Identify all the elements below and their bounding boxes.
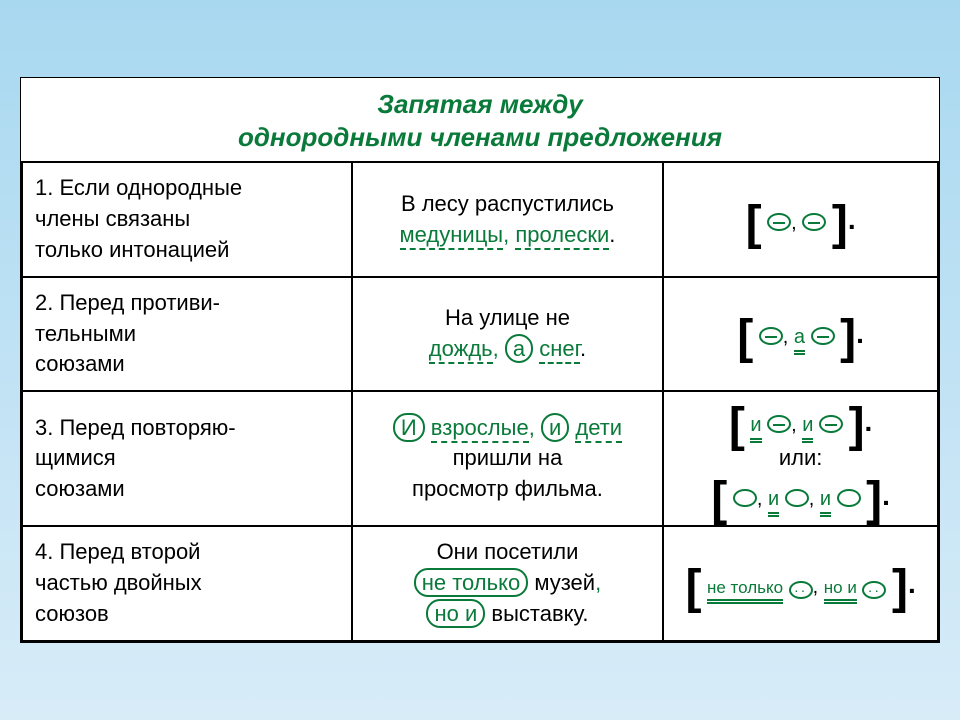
schema-cell: [ , ].	[663, 162, 938, 276]
ellipse-icon	[767, 415, 791, 433]
example-text: пришли на	[453, 445, 563, 470]
schema-cell: [ и , и ]. или: [ , и , и	[663, 391, 938, 526]
ellipse-icon	[837, 489, 861, 507]
example-underlined: дождь	[429, 336, 493, 364]
schema-conj: и	[750, 411, 761, 439]
example-circled: не только	[414, 568, 528, 597]
rule-text: 4. Перед второй	[35, 537, 339, 568]
schema-double: [ не только , но и ].	[676, 564, 925, 603]
example-circled: и	[541, 413, 569, 442]
schema-conj: и	[820, 485, 831, 513]
rule-cell: 1. Если однородные члены связаны только …	[22, 162, 352, 276]
ellipse-icon	[811, 327, 835, 345]
rule-cell: 4. Перед второй частью двойных союзов	[22, 526, 352, 640]
schema-cell: [ , а ].	[663, 277, 938, 391]
schema-cell: [ не только , но и ].	[663, 526, 938, 640]
rule-cell: 2. Перед противи- тельными союзами	[22, 277, 352, 391]
example-text: музей	[534, 570, 595, 595]
schema-repeated-2: [ , и , и ].	[676, 476, 925, 515]
rule-text: союзов	[35, 599, 339, 630]
table-row: 3. Перед повторяю- щимися союзами И взро…	[22, 391, 938, 526]
card-title: Запятая между однородными членами предло…	[21, 88, 939, 153]
schema-conj: но и	[824, 576, 857, 600]
ellipse-icon	[819, 415, 843, 433]
rule-text: 2. Перед противи-	[35, 288, 339, 319]
schema-conj: а	[794, 323, 805, 351]
schema-simple: [ , ].	[676, 200, 925, 239]
ellipse-icon	[759, 327, 783, 345]
table-row: 1. Если однородные члены связаны только …	[22, 162, 938, 276]
rule-cell: 3. Перед повторяю- щимися союзами	[22, 391, 352, 526]
ellipse-icon	[789, 581, 813, 599]
example-text: .	[580, 336, 586, 361]
rule-text: члены связаны	[35, 204, 339, 235]
schema-alt-label: или:	[676, 443, 925, 474]
schema-conj: и	[802, 411, 813, 439]
rule-text: частью двойных	[35, 568, 339, 599]
example-comma: ,	[493, 336, 499, 361]
example-circled: а	[505, 334, 533, 363]
ellipse-icon	[802, 213, 826, 231]
rule-text: только интонацией	[35, 235, 339, 266]
example-comma: ,	[529, 415, 535, 440]
example-text: В лесу распустились	[401, 191, 614, 216]
rule-text: 1. Если однородные	[35, 173, 339, 204]
ellipse-icon	[785, 489, 809, 507]
example-text: просмотр фильма.	[412, 476, 603, 501]
rule-text: тельными	[35, 319, 339, 350]
example-comma: ,	[503, 222, 509, 247]
example-comma: ,	[595, 570, 601, 595]
rule-text: союзами	[35, 474, 339, 505]
example-underlined: медуницы	[400, 222, 504, 250]
title-line-2: однородными членами предложения	[238, 122, 722, 152]
ellipse-icon	[862, 581, 886, 599]
schema-adversative: [ , а ].	[676, 314, 925, 353]
table-row: 2. Перед противи- тельными союзами На ул…	[22, 277, 938, 391]
example-cell: В лесу распустились медуницы, пролески.	[352, 162, 663, 276]
example-cell: И взрослые, и дети пришли на просмотр фи…	[352, 391, 663, 526]
rule-text: 3. Перед повторяю-	[35, 413, 339, 444]
example-cell: Они посетили не только музей, но и выста…	[352, 526, 663, 640]
schema-conj: не только	[707, 576, 783, 600]
example-circled: И	[393, 413, 425, 442]
example-text: выставку	[491, 601, 582, 626]
ellipse-icon	[733, 489, 757, 507]
grammar-card: Запятая между однородными членами предло…	[20, 77, 940, 642]
example-underlined: дети	[575, 415, 622, 443]
schema-conj: и	[768, 485, 779, 513]
example-text: .	[582, 601, 588, 626]
example-underlined: снег	[539, 336, 580, 364]
example-text: На улице не	[445, 305, 570, 330]
rule-text: щимися	[35, 443, 339, 474]
ellipse-icon	[767, 213, 791, 231]
rules-table: 1. Если однородные члены связаны только …	[21, 161, 939, 641]
example-underlined: взрослые	[431, 415, 529, 443]
example-circled: но и	[426, 599, 485, 628]
example-text: .	[609, 222, 615, 247]
example-text: Они посетили	[437, 539, 579, 564]
rule-text: союзами	[35, 349, 339, 380]
example-underlined: пролески	[515, 222, 609, 250]
schema-repeated-1: [ и , и ].	[676, 402, 925, 441]
title-line-1: Запятая между	[377, 89, 583, 119]
table-row: 4. Перед второй частью двойных союзов Он…	[22, 526, 938, 640]
example-cell: На улице не дождь, а снег.	[352, 277, 663, 391]
